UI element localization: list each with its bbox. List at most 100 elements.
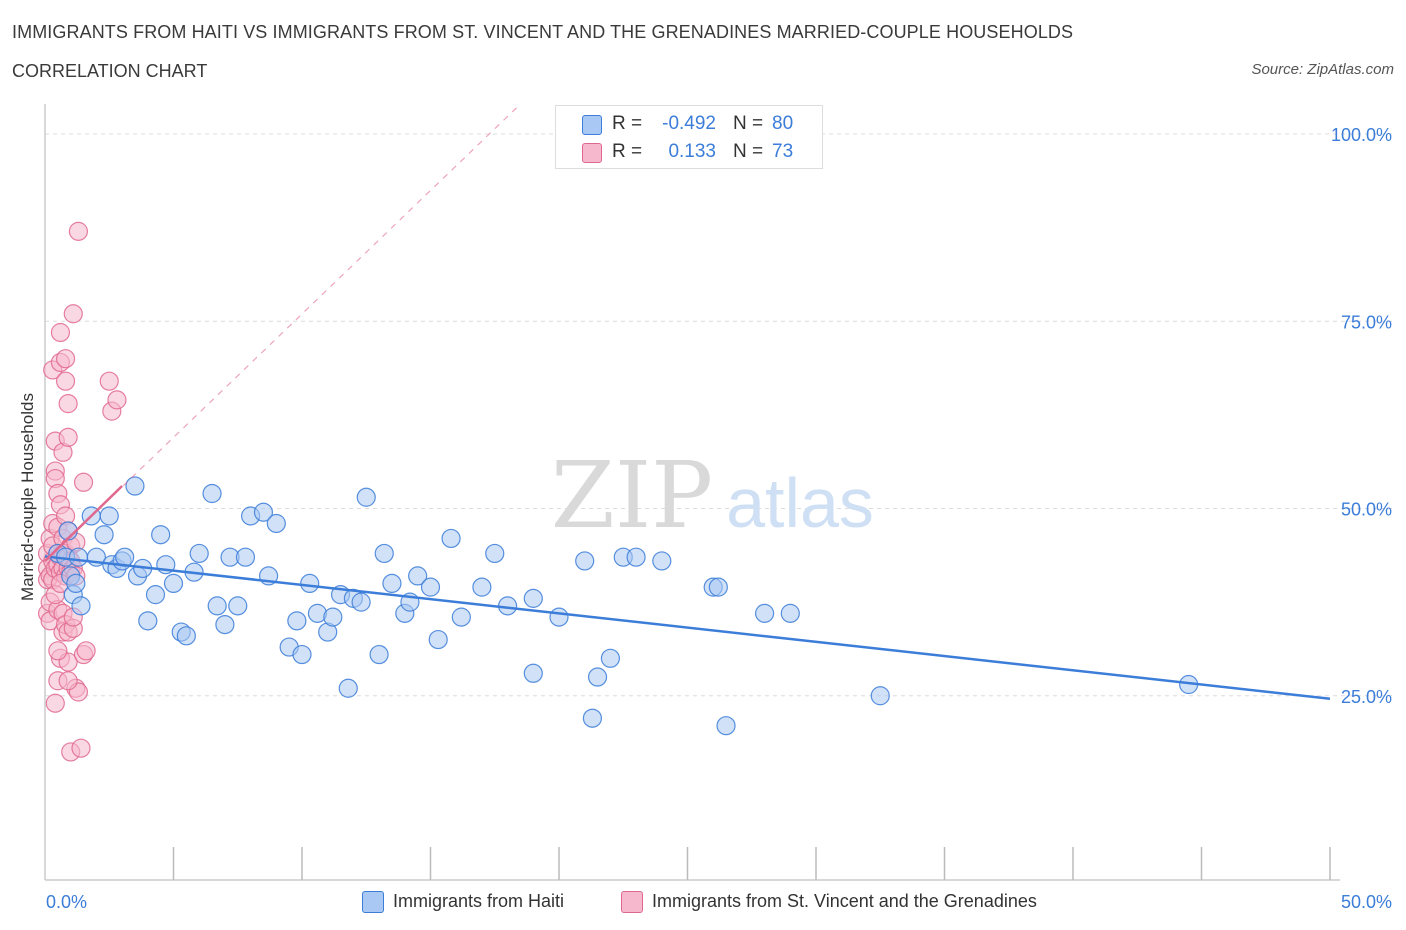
point-haiti	[207, 596, 227, 616]
stats-row-st-vincent: R = 0.133 N = 73	[556, 139, 822, 165]
point-haiti	[441, 528, 461, 549]
axis-ticks: 25.0% 50.0% 75.0% 100.0% 0.0% 50.0%	[46, 125, 1392, 912]
trend-line-st-vincent	[44, 485, 123, 562]
point-haiti	[549, 607, 569, 627]
point-haiti	[582, 708, 603, 728]
axes	[44, 104, 1340, 881]
point-st-vincent	[58, 427, 78, 447]
point-haiti	[202, 483, 222, 504]
point-st-vincent	[55, 371, 76, 391]
point-haiti	[99, 506, 119, 526]
point-haiti	[68, 547, 89, 567]
point-haiti	[66, 573, 86, 594]
point-haiti	[287, 611, 307, 631]
trend-lines	[44, 103, 1331, 700]
swatch-haiti	[582, 115, 602, 135]
legend-label-st-vincent: Immigrants from St. Vincent and the Gren…	[652, 891, 1037, 911]
point-haiti	[138, 611, 158, 631]
point-st-vincent	[58, 394, 78, 414]
y-tick-label: 75.0%	[1341, 312, 1392, 332]
chart-subtitle: CORRELATION CHART	[12, 61, 208, 81]
n-label: N =	[733, 113, 764, 134]
point-haiti	[754, 603, 775, 623]
y-tick-label: 25.0%	[1341, 687, 1392, 707]
point-haiti	[780, 603, 800, 623]
point-st-vincent	[55, 349, 76, 369]
point-st-vincent	[63, 304, 83, 324]
point-haiti	[125, 476, 145, 496]
point-haiti	[292, 644, 312, 665]
point-haiti	[575, 551, 595, 571]
x-tick-label: 0.0%	[46, 892, 87, 912]
chart-title: IMMIGRANTS FROM HAITI VS IMMIGRANTS FROM…	[12, 22, 1074, 42]
legend-swatch-st-vincent	[621, 891, 643, 913]
grid-lines	[45, 133, 1392, 697]
point-st-vincent	[68, 221, 89, 241]
point-haiti	[94, 525, 114, 545]
point-haiti	[189, 543, 209, 564]
watermark-atlas: atlas	[726, 464, 874, 542]
legend-label-haiti: Immigrants from Haiti	[393, 891, 565, 911]
swatch-st-vincent	[582, 143, 602, 163]
point-haiti	[428, 629, 448, 650]
point-haiti	[369, 644, 389, 665]
x-tick-label: 50.0%	[1341, 892, 1392, 912]
point-haiti	[652, 551, 672, 571]
point-haiti	[253, 502, 274, 522]
point-haiti	[71, 596, 91, 616]
point-st-vincent	[99, 371, 119, 391]
point-haiti	[870, 686, 890, 706]
point-haiti	[176, 626, 196, 646]
watermark-zip: ZIP	[551, 442, 713, 549]
point-haiti	[145, 585, 166, 605]
n-value: 80	[772, 113, 794, 134]
r-value: -0.492	[662, 113, 716, 134]
y-tick-label: 100.0%	[1331, 125, 1392, 145]
source-credit: Source: ZipAtlas.com	[1251, 61, 1394, 78]
point-haiti	[523, 663, 543, 683]
point-haiti	[338, 678, 358, 698]
points-st-vincent	[37, 221, 127, 762]
point-haiti	[600, 648, 621, 668]
point-st-vincent	[58, 671, 78, 691]
point-haiti	[235, 547, 256, 567]
point-haiti	[451, 607, 471, 627]
point-haiti	[382, 573, 402, 594]
watermark: ZIP atlas	[551, 442, 874, 549]
n-label: N =	[733, 141, 764, 162]
point-haiti	[163, 573, 184, 594]
point-haiti	[716, 716, 736, 736]
point-haiti	[374, 543, 394, 564]
r-label: R =	[612, 141, 643, 162]
point-st-vincent	[107, 390, 127, 410]
point-haiti	[626, 547, 646, 567]
point-haiti	[485, 543, 505, 564]
point-haiti	[351, 592, 371, 612]
trend-extension-st-vincent	[44, 103, 521, 562]
r-label: R =	[612, 113, 643, 134]
point-haiti	[356, 487, 376, 507]
point-st-vincent	[71, 738, 91, 758]
point-st-vincent	[73, 472, 94, 492]
point-haiti	[300, 573, 320, 594]
n-value: 73	[772, 141, 794, 162]
point-haiti	[523, 588, 543, 608]
point-haiti	[420, 577, 441, 597]
point-haiti	[408, 566, 428, 586]
point-st-vincent	[50, 322, 71, 343]
point-st-vincent	[45, 693, 65, 713]
point-haiti	[266, 513, 286, 534]
stats-row-haiti: R = -0.492 N = 80	[556, 111, 822, 137]
point-st-vincent	[48, 641, 68, 661]
point-st-vincent	[76, 641, 96, 661]
point-haiti	[587, 667, 608, 687]
r-value: 0.133	[668, 141, 716, 162]
stats-legend: R = -0.492 N = 80 R = 0.133 N = 73	[555, 105, 823, 169]
y-tick-label: 50.0%	[1341, 500, 1392, 520]
point-haiti	[472, 577, 492, 597]
trend-line-haiti	[44, 555, 1331, 700]
point-haiti	[228, 596, 248, 616]
point-haiti	[215, 614, 235, 635]
point-haiti	[708, 577, 728, 597]
